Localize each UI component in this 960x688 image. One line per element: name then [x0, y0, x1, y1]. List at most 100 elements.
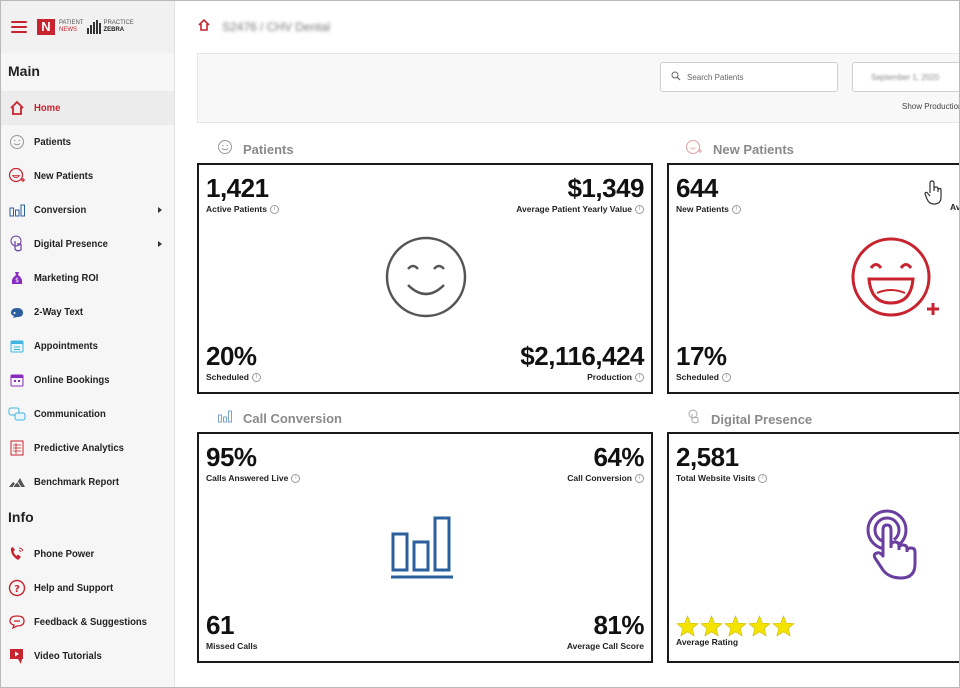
sidebar-item-label: Video Tutorials — [34, 650, 102, 662]
star-icon — [700, 615, 723, 637]
sidebar-item-marketing-roi[interactable]: $ Marketing ROI — [1, 261, 174, 295]
metric-label: Call Conversion — [567, 473, 632, 483]
metric-value: 95% — [206, 442, 257, 472]
sidebar-item-help-and-support[interactable]: ? Help and Support — [1, 571, 174, 605]
sidebar-item-2-way-text[interactable]: 2-Way Text — [1, 295, 174, 329]
star-icon — [724, 615, 747, 637]
avg-patient-value-metric: $1,349 Average Patient Yearly Value i — [516, 175, 644, 214]
sidebar-item-label: Online Bookings — [34, 374, 110, 386]
top-bar: S2476 / CHV Dental — [176, 1, 959, 53]
sidebar-item-label: Marketing ROI — [34, 272, 99, 284]
sidebar-item-label: Benchmark Report — [34, 476, 119, 488]
star-icon — [772, 615, 795, 637]
sidebar-item-phone-power[interactable]: Phone Power — [1, 537, 174, 571]
call-conversion-metric: 64% Call Conversion i — [567, 444, 644, 483]
star-icon — [748, 615, 771, 637]
metric-value: 81% — [593, 610, 644, 640]
cut-off-label: Av — [950, 202, 960, 212]
sidebar-item-label: Help and Support — [34, 582, 114, 594]
info-section-title: Info — [8, 509, 34, 525]
new-patients-card[interactable]: 644 New Patients i Av 17% Scheduled i — [667, 163, 960, 394]
sidebar-item-predictive-analytics[interactable]: Predictive Analytics — [1, 431, 174, 465]
sidebar-item-appointments[interactable]: Appointments — [1, 329, 174, 363]
patient-news-logo[interactable]: N PATIENT NEWS PRACTICE ZEBRA — [37, 19, 134, 35]
logo-text-news: NEWS — [59, 27, 77, 33]
sidebar-item-label: Appointments — [34, 340, 98, 352]
metric-value: 20% — [206, 341, 257, 371]
metric-value: $1,349 — [567, 173, 644, 203]
logo-text-zebra: ZEBRA — [103, 27, 125, 33]
pointer-icon — [7, 234, 27, 254]
hamburger-menu-icon[interactable] — [11, 21, 27, 33]
info-icon[interactable]: i — [635, 473, 644, 483]
sidebar-item-communication[interactable]: Communication — [1, 397, 174, 431]
digital-presence-section-header: Digital Presence — [687, 409, 812, 430]
metric-label: Average Patient Yearly Value — [516, 204, 632, 214]
show-production-toggle[interactable]: Show Production — [902, 102, 960, 111]
search-icon — [671, 68, 681, 86]
sidebar-item-online-bookings[interactable]: Online Bookings — [1, 363, 174, 397]
sidebar-item-digital-presence[interactable]: Digital Presence — [1, 227, 174, 261]
sidebar-item-benchmark-report[interactable]: Benchmark Report — [1, 465, 174, 499]
info-icon[interactable]: i — [721, 372, 731, 382]
avg-call-score-metric: 81% Average Call Score — [567, 610, 645, 651]
chevron-right-icon — [158, 241, 162, 247]
patients-card[interactable]: 1,421 Active Patients i $1,349 Average Pa… — [197, 163, 653, 394]
sidebar-item-home[interactable]: Home — [1, 91, 174, 125]
metric-label: Average Rating — [676, 637, 739, 647]
home-icon[interactable] — [198, 18, 210, 36]
sidebar-item-new-patients[interactable]: New Patients — [1, 159, 174, 193]
sidebar-item-label: Communication — [34, 408, 106, 420]
svg-text:?: ? — [14, 584, 20, 595]
date-value: September 1, 2020 — [871, 72, 940, 82]
calendar-icon — [7, 336, 27, 356]
info-icon[interactable]: i — [758, 473, 768, 483]
website-visits-metric: 2,581 Total Website Visits i — [676, 444, 768, 483]
pointer-icon — [687, 409, 701, 430]
info-icon[interactable]: i — [635, 204, 644, 214]
sidebar-item-label: 2-Way Text — [34, 306, 84, 318]
metric-value: 17% — [676, 341, 727, 371]
production-metric: $2,116,424 Production i — [520, 343, 644, 382]
phone-icon — [7, 544, 27, 564]
calls-answered-metric: 95% Calls Answered Live i — [206, 442, 301, 483]
smile-icon — [217, 139, 233, 160]
scheduled-metric: 20% Scheduled i — [206, 343, 261, 382]
sidebar-item-label: Digital Presence — [34, 238, 108, 250]
sidebar-item-conversion[interactable]: Conversion — [1, 193, 174, 227]
sidebar-item-label: Phone Power — [34, 548, 95, 560]
new-patient-icon — [7, 166, 27, 186]
practice-zebra-logo: PRACTICE ZEBRA — [87, 20, 134, 34]
star-icon — [676, 615, 699, 637]
search-input[interactable]: Search Patients — [660, 62, 838, 92]
date-picker[interactable]: September 1, 2020 — [852, 62, 959, 92]
analytics-icon — [7, 438, 27, 458]
booking-icon — [7, 370, 27, 390]
sidebar-item-feedback[interactable]: Feedback & Suggestions — [1, 605, 174, 639]
info-icon[interactable]: i — [731, 204, 741, 214]
sidebar-item-label: Predictive Analytics — [34, 442, 124, 454]
breadcrumb[interactable]: S2476 / CHV Dental — [222, 20, 331, 34]
new-patient-icon — [685, 139, 703, 160]
info-icon[interactable]: i — [635, 372, 644, 382]
info-icon[interactable]: i — [251, 372, 261, 382]
metric-value: 644 — [676, 173, 718, 203]
sidebar-item-patients[interactable]: Patients — [1, 125, 174, 159]
info-icon[interactable]: i — [291, 473, 301, 483]
main-section-title: Main — [8, 63, 40, 79]
sidebar-item-video-tutorials[interactable]: Video Tutorials — [1, 639, 174, 673]
bar-chart-icon — [217, 409, 233, 428]
zebra-bars-icon — [87, 20, 102, 34]
metric-label: Total Website Visits — [676, 473, 756, 483]
info-icon[interactable]: i — [269, 204, 279, 214]
bar-chart-icon — [7, 200, 27, 220]
money-bag-icon: $ — [7, 268, 27, 288]
digital-presence-card[interactable]: 2,581 Total Website Visits i Average Rati… — [667, 432, 959, 663]
metric-value: 61 — [206, 610, 234, 640]
sidebar-item-label: Home — [34, 102, 61, 114]
communication-icon — [7, 404, 27, 424]
section-title: New Patients — [713, 142, 794, 157]
call-conversion-card[interactable]: 95% Calls Answered Live i 64% Call Conver… — [197, 432, 653, 663]
sidebar: N PATIENT NEWS PRACTICE ZEBRA Main — [1, 1, 175, 687]
